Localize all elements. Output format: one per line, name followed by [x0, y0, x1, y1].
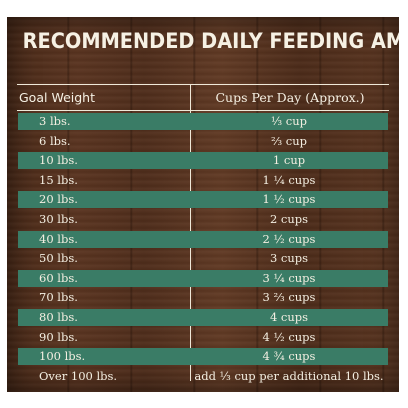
cups-per-day-cell: 4 ½ cups	[262, 329, 316, 344]
table-row: 70 lbs. 3 ⅔ cups	[18, 289, 388, 306]
cups-per-day-cell: 1 ¼ cups	[262, 172, 316, 187]
cups-per-day-cell: 2 cups	[269, 212, 309, 226]
header-bottom-rule	[17, 110, 389, 111]
goal-weight-cell: 60 lbs.	[39, 270, 78, 285]
goal-weight-cell: Over 100 lbs.	[39, 368, 118, 383]
goal-weight-cell: 3 lbs.	[39, 114, 71, 128]
table-row: 3 lbs. ⅓ cup	[18, 113, 388, 130]
goal-weight-cell: 10 lbs.	[39, 153, 78, 168]
goal-weight-cell: 100 lbs.	[39, 349, 86, 364]
table-row: 20 lbs. 1 ½ cups	[18, 191, 388, 209]
table-row: Over 100 lbs. add ⅓ cup per additional 10…	[18, 368, 388, 385]
cups-per-day-cell: add ⅓ cup per additional 10 lbs.	[194, 368, 384, 383]
cups-per-day-cell: 2 ½ cups	[262, 231, 316, 246]
goal-weight-cell: 50 lbs.	[39, 251, 78, 266]
table-row: 80 lbs. 4 cups	[18, 309, 388, 326]
table-row: 100 lbs. 4 ¾ cups	[18, 348, 388, 366]
table-row: 40 lbs. 2 ½ cups	[18, 230, 388, 248]
cups-per-day-cell: ⅓ cup	[270, 114, 307, 128]
cups-per-day-cell: 3 ⅔ cups	[262, 290, 316, 305]
cups-per-day-cell: 1 cup	[272, 153, 306, 168]
goal-weight-cell: 30 lbs.	[39, 212, 78, 226]
cups-per-day-cell: 3 ¼ cups	[262, 270, 316, 285]
table-row: 30 lbs. 2 cups	[18, 211, 388, 228]
goal-weight-cell: 20 lbs.	[39, 192, 78, 207]
feeding-chart-panel: RECOMMENDED DAILY FEEDING AMOUNTS: Goal …	[7, 17, 399, 392]
cups-per-day-cell: 1 ½ cups	[262, 192, 316, 207]
table-row: 15 lbs. 1 ¼ cups	[18, 172, 388, 189]
goal-weight-cell: 40 lbs.	[39, 231, 78, 246]
goal-weight-cell: 80 lbs.	[39, 310, 78, 324]
goal-weight-cell: 6 lbs.	[39, 133, 71, 148]
cups-per-day-cell: ⅔ cup	[270, 133, 307, 148]
chart-title: RECOMMENDED DAILY FEEDING AMOUNTS:	[22, 29, 399, 53]
header-cups-per-day: Cups Per Day (Approx.)	[215, 90, 365, 105]
table-row: 10 lbs. 1 cup	[18, 152, 388, 170]
cups-per-day-cell: 3 cups	[269, 251, 309, 266]
table-row: 6 lbs. ⅔ cup	[18, 133, 388, 150]
goal-weight-cell: 70 lbs.	[39, 290, 78, 305]
goal-weight-cell: 15 lbs.	[39, 172, 78, 187]
table-row: 90 lbs. 4 ½ cups	[18, 329, 388, 346]
table-row: 50 lbs. 3 cups	[18, 250, 388, 267]
header-top-rule	[17, 84, 389, 85]
cups-per-day-cell: 4 ¾ cups	[262, 349, 316, 364]
goal-weight-cell: 90 lbs.	[39, 329, 78, 344]
cups-per-day-cell: 4 cups	[269, 310, 309, 324]
header-goal-weight: Goal Weight	[19, 90, 95, 105]
table-row: 60 lbs. 3 ¼ cups	[18, 269, 388, 287]
